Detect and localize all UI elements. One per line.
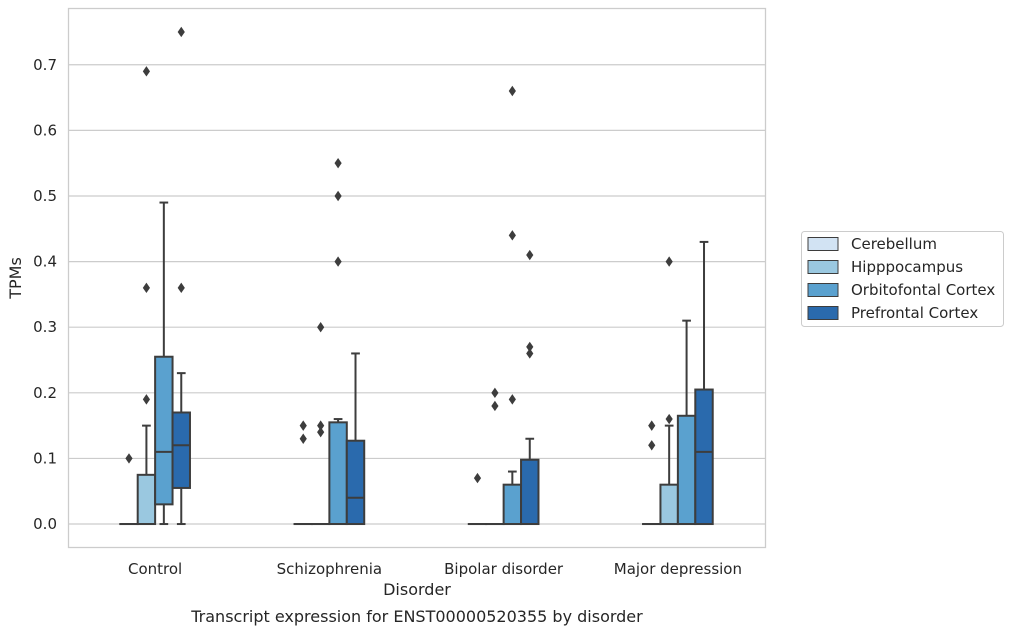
x-axis-ticks: Control Schizophrenia Bipolar disorder Majo… [128,560,742,578]
box [136,473,157,526]
outlier-marker [665,256,673,267]
x-tick-label: Schizophrenia [277,560,382,578]
outlier-marker [125,453,133,464]
legend-label: Orbitofontal Cortex [851,281,995,299]
outlier-marker [142,282,151,294]
outlier-marker [177,26,185,38]
outlier-marker [508,394,516,405]
box-group [502,85,523,526]
legend: Cerebellum Hipppocampus Orbitofontal Corte… [801,231,1004,327]
outlier-marker [491,400,499,412]
outlier-marker [334,157,342,169]
box-group [154,201,174,526]
y-tick-label: 0.0 [33,515,57,533]
outlier-marker [299,433,307,444]
legend-swatch [807,237,839,251]
legend-label: Cerebellum [851,235,937,253]
x-axis-title: Disorder [383,580,451,599]
box [154,355,174,506]
outlier-marker [526,249,534,261]
outlier-marker [334,256,342,267]
box-group [171,26,191,526]
legend-frame [801,231,1004,327]
y-tick-label: 0.5 [33,187,57,205]
box-group [485,387,505,526]
legend-swatch [807,283,839,297]
outlier-marker [648,420,656,431]
outlier-marker [648,440,656,451]
y-axis-title: TPMs [6,257,25,300]
box [345,439,366,526]
boxes [119,26,714,526]
y-tick-label: 0.7 [33,56,57,74]
plot-area-frame [67,7,767,549]
box-group [467,472,488,526]
legend-swatch [807,306,839,320]
outlier-marker [299,420,307,431]
outlier-marker [177,282,185,294]
y-tick-label: 0.1 [33,449,57,467]
box [502,483,523,526]
outlier-marker [334,190,342,202]
box [171,411,191,489]
box-group [642,420,662,526]
legend-swatch [807,260,839,274]
box-group [136,66,157,526]
y-tick-label: 0.3 [33,318,57,336]
box-group [659,256,679,526]
outlier-marker [473,472,482,484]
outlier-marker [508,85,516,97]
y-tick-label: 0.4 [33,253,57,271]
box [659,483,679,526]
box [328,421,348,526]
outlier-marker [317,322,325,333]
outlier-marker [526,348,534,359]
x-tick-label: Control [128,560,182,578]
y-tick-label: 0.6 [33,121,57,139]
box-group [345,352,366,526]
outlier-marker [526,341,534,353]
legend-label: Hipppocampus [851,258,963,276]
outlier-marker [317,420,325,431]
outlier-marker [508,230,516,241]
chart-caption: Transcript expression for ENST0000052035… [190,607,643,626]
outlier-marker [665,413,673,425]
outlier-marker [142,394,151,405]
legend-label: Prefrontal Cortex [851,304,978,322]
box-group [676,319,697,526]
box [520,458,540,526]
box-group [694,240,714,526]
outlier-marker [491,387,499,399]
box-group [310,322,331,526]
y-axis-ticks: 0.0 0.1 0.2 0.3 0.4 0.5 0.6 0.7 [33,56,57,533]
box-group [520,249,540,526]
y-tick-label: 0.2 [33,384,57,402]
box-group [328,157,348,526]
x-tick-label: Major depression [614,560,742,578]
box [676,414,697,526]
x-tick-label: Bipolar disorder [444,560,564,578]
box [694,388,714,526]
outlier-marker [317,426,325,438]
box-group [119,453,139,526]
box-group [293,420,313,526]
outlier-marker [142,66,151,77]
